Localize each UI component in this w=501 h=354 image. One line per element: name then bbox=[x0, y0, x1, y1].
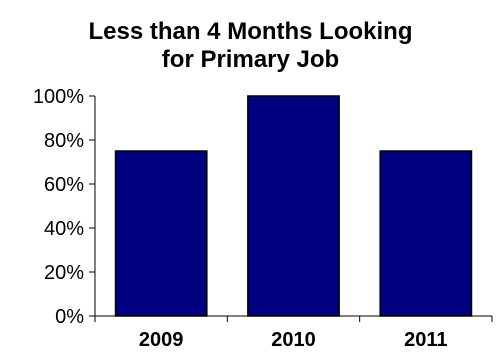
x-tick-label: 2010 bbox=[271, 329, 316, 351]
chart-title-line-1: Less than 4 Months Looking bbox=[88, 18, 413, 45]
bar-2009 bbox=[114, 150, 208, 317]
y-tick-label: 40% bbox=[44, 218, 84, 240]
y-tick-label: 100% bbox=[33, 86, 84, 108]
x-tick-label: 2009 bbox=[139, 329, 184, 351]
x-tick-label: 2011 bbox=[404, 329, 447, 351]
y-tick-label: 60% bbox=[44, 174, 84, 196]
y-tick-label: 20% bbox=[44, 262, 84, 284]
chart-title: Less than 4 Months Looking for Primary J… bbox=[0, 18, 501, 74]
y-tick-label: 0% bbox=[55, 306, 84, 328]
bar-2011 bbox=[379, 150, 473, 317]
bar-2010 bbox=[247, 95, 340, 317]
y-tick-label: 80% bbox=[44, 130, 84, 152]
bars bbox=[114, 95, 473, 317]
chart-title-line-2: for Primary Job bbox=[161, 46, 340, 73]
y-axis: 0% 20% 40% 60% 80% 100% bbox=[33, 86, 96, 328]
x-axis: 2009 2010 2011 bbox=[94, 315, 493, 351]
